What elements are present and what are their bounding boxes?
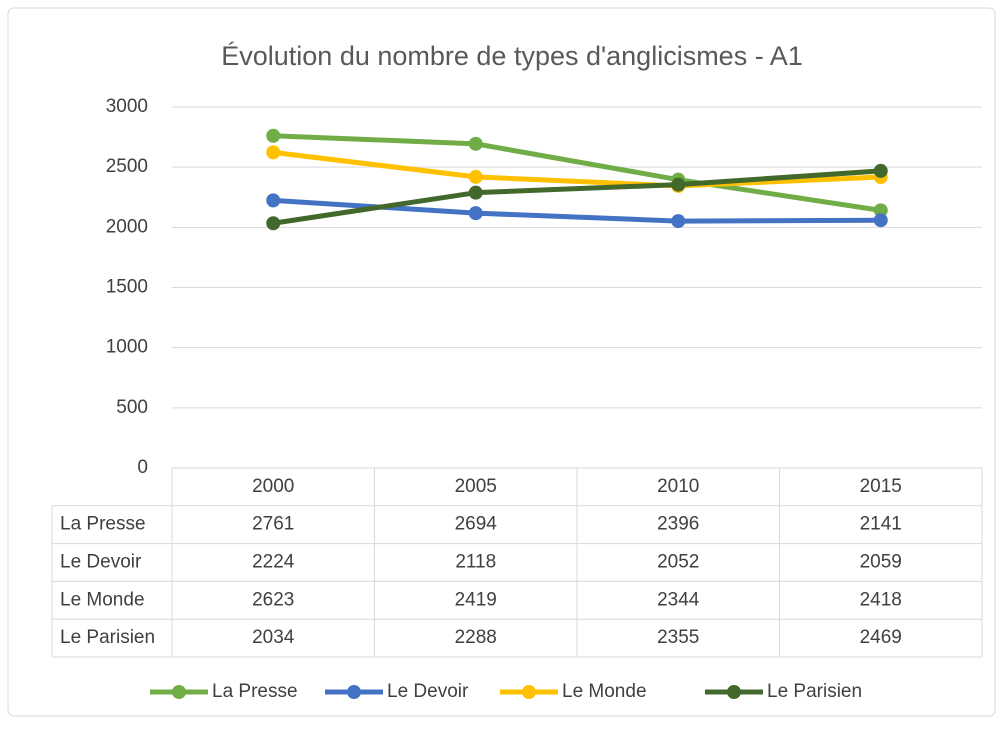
point [266, 216, 281, 231]
table-row-label: Le Monde [60, 589, 145, 610]
table-cell: 2694 [455, 514, 498, 535]
x-tick-label: 2010 [657, 476, 699, 497]
series-line [273, 133, 882, 213]
table-cell: 2141 [860, 514, 902, 535]
point [873, 213, 888, 228]
point [266, 145, 281, 160]
point [468, 169, 483, 184]
y-tick-label: 0 [137, 457, 148, 478]
table-cell: 2419 [455, 589, 497, 610]
table-cell: 2623 [252, 589, 294, 610]
point [468, 136, 483, 151]
table-cell: 2761 [252, 514, 294, 535]
table-row-label: Le Parisien [60, 627, 155, 648]
y-tick-label: 1500 [106, 277, 148, 298]
table-cell: 2355 [657, 627, 699, 648]
legend-label: Le Monde [562, 681, 647, 702]
table-cell: 2052 [657, 552, 699, 573]
legend-label: La Presse [212, 681, 298, 702]
table-cell: 2469 [860, 627, 902, 648]
table-cell: 2118 [455, 552, 496, 573]
y-tick-label: 2500 [106, 156, 148, 177]
table-cell: 2396 [657, 514, 699, 535]
point [873, 163, 888, 178]
series-line [272, 149, 881, 189]
chart-border [7, 7, 996, 717]
point [873, 203, 888, 218]
table-cell: 2034 [252, 627, 295, 648]
legend-marker [172, 685, 186, 699]
point [671, 177, 686, 192]
legend-marker [727, 685, 741, 699]
x-tick-label: 2000 [252, 476, 294, 497]
table-row-label: Le Devoir [60, 552, 142, 573]
point [266, 128, 281, 143]
x-tick-label: 2015 [860, 476, 902, 497]
y-tick-label: 500 [116, 397, 148, 418]
legend-label: Le Parisien [767, 681, 862, 702]
point [671, 214, 686, 229]
legend-marker [522, 685, 536, 699]
y-tick-label: 3000 [106, 96, 148, 117]
table-cell: 2418 [860, 589, 902, 610]
x-tick-label: 2005 [455, 476, 497, 497]
point [266, 193, 281, 208]
table-cell: 2344 [657, 589, 700, 610]
legend-marker [347, 685, 361, 699]
point [468, 206, 483, 221]
series-line [272, 168, 881, 226]
table-cell: 2224 [252, 552, 295, 573]
y-tick-label: 1000 [106, 337, 148, 358]
point [468, 185, 483, 200]
table-row-label: La Presse [60, 514, 146, 535]
table-cell: 2288 [455, 627, 497, 648]
y-tick-label: 2000 [106, 216, 148, 237]
table-cell: 2059 [860, 552, 902, 573]
legend-label: Le Devoir [387, 681, 469, 702]
chart-title: Évolution du nombre de types d'anglicism… [221, 41, 802, 71]
